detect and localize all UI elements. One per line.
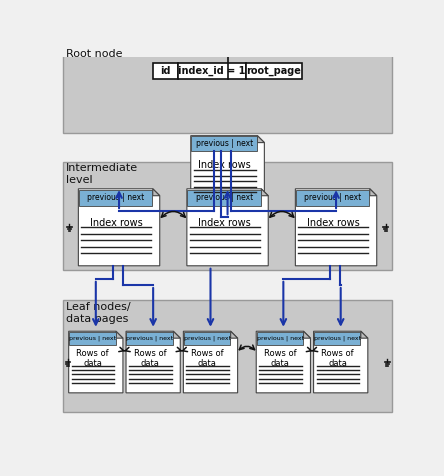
FancyBboxPatch shape	[184, 332, 230, 345]
Polygon shape	[258, 136, 264, 143]
Text: previous | next: previous | next	[196, 139, 253, 148]
FancyBboxPatch shape	[63, 300, 392, 412]
Text: Leaf nodes/
data pages: Leaf nodes/ data pages	[66, 302, 131, 324]
Text: previous | next: previous | next	[304, 193, 361, 202]
Text: Root node: Root node	[66, 50, 123, 60]
Polygon shape	[370, 189, 377, 196]
Polygon shape	[183, 331, 238, 393]
FancyBboxPatch shape	[187, 189, 261, 206]
Text: Rows of
data: Rows of data	[76, 348, 109, 368]
Polygon shape	[361, 331, 368, 338]
Text: Index rows: Index rows	[198, 160, 251, 170]
Polygon shape	[295, 189, 377, 266]
FancyBboxPatch shape	[257, 332, 303, 345]
Text: previous | next: previous | next	[127, 336, 174, 341]
FancyBboxPatch shape	[153, 63, 178, 79]
FancyBboxPatch shape	[63, 48, 392, 133]
Text: root_page: root_page	[246, 66, 301, 76]
Polygon shape	[69, 331, 123, 393]
Text: Rows of
data: Rows of data	[321, 348, 354, 368]
Text: Rows of
data: Rows of data	[264, 348, 297, 368]
FancyBboxPatch shape	[69, 332, 115, 345]
FancyBboxPatch shape	[63, 162, 392, 269]
Polygon shape	[187, 189, 268, 266]
FancyBboxPatch shape	[246, 63, 302, 79]
FancyBboxPatch shape	[191, 137, 257, 151]
Text: Index rows: Index rows	[198, 218, 251, 228]
Text: previous | next: previous | next	[184, 336, 231, 341]
FancyBboxPatch shape	[178, 63, 246, 79]
FancyBboxPatch shape	[314, 332, 361, 345]
Polygon shape	[261, 189, 268, 196]
Text: Rows of
data: Rows of data	[134, 348, 166, 368]
Text: previous | next: previous | next	[69, 336, 116, 341]
Text: previous | next: previous | next	[87, 193, 145, 202]
Text: Index rows: Index rows	[306, 218, 359, 228]
Polygon shape	[230, 331, 238, 338]
Text: previous | next: previous | next	[314, 336, 361, 341]
Text: previous | next: previous | next	[196, 193, 253, 202]
FancyBboxPatch shape	[127, 332, 173, 345]
Polygon shape	[191, 136, 264, 203]
Polygon shape	[126, 331, 180, 393]
FancyBboxPatch shape	[79, 189, 152, 206]
Text: Intermediate
level: Intermediate level	[66, 163, 139, 185]
Text: previous | next: previous | next	[257, 336, 304, 341]
Polygon shape	[173, 331, 180, 338]
Polygon shape	[78, 189, 160, 266]
Text: Rows of
data: Rows of data	[191, 348, 224, 368]
Polygon shape	[116, 331, 123, 338]
Text: index_id = 1: index_id = 1	[178, 66, 246, 76]
Text: id: id	[160, 66, 171, 76]
Polygon shape	[304, 331, 310, 338]
Polygon shape	[256, 331, 310, 393]
FancyBboxPatch shape	[296, 189, 369, 206]
Polygon shape	[313, 331, 368, 393]
Polygon shape	[153, 189, 160, 196]
Text: Index rows: Index rows	[90, 218, 143, 228]
